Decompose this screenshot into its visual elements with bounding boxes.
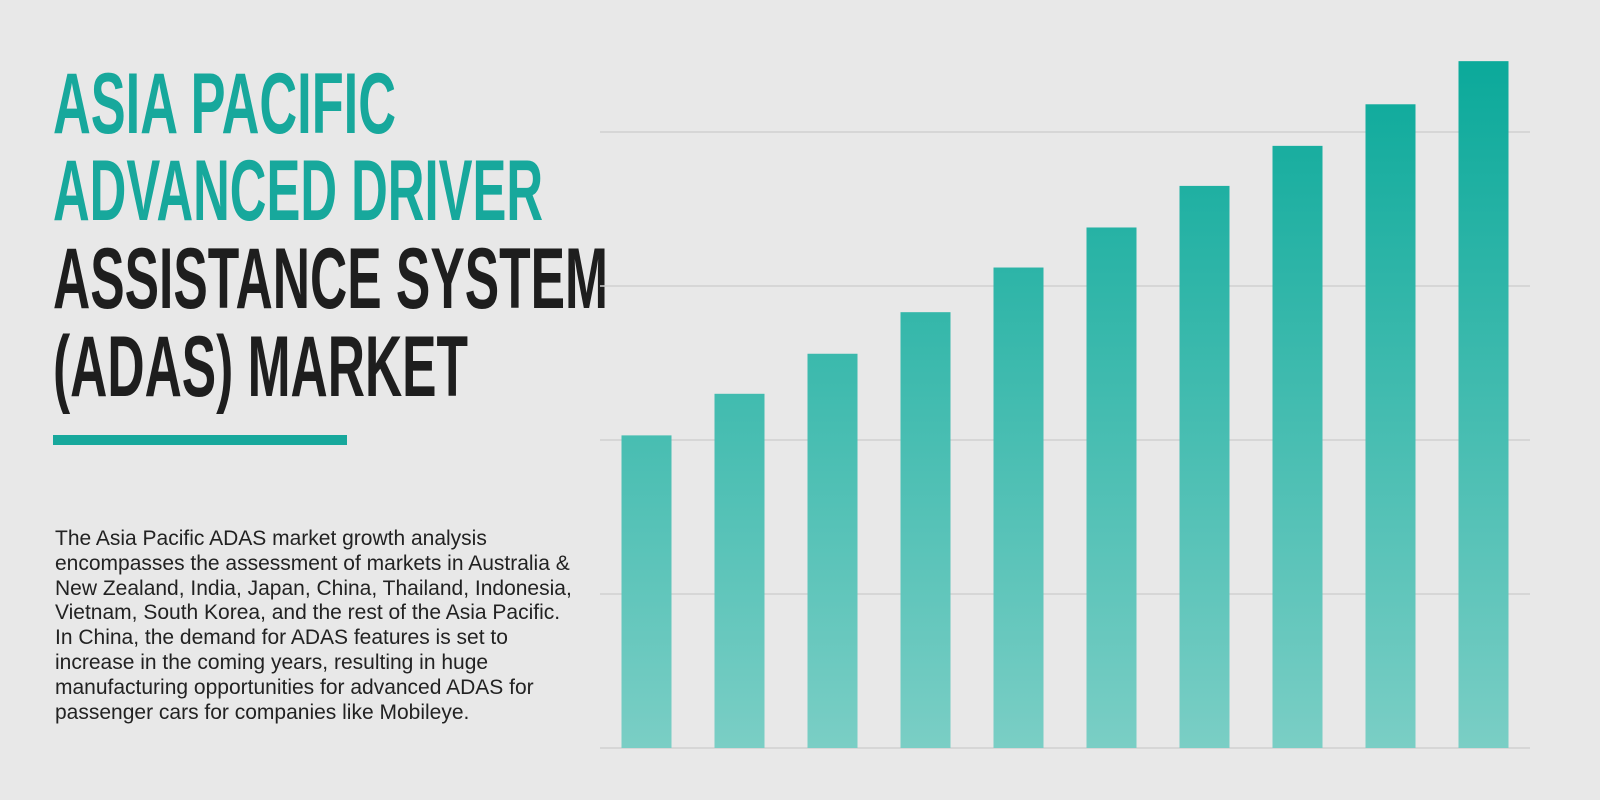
title-line: ASIA PACIFIC xyxy=(53,56,396,152)
bar xyxy=(1458,61,1509,749)
title-line: ASSISTANCE SYSTEM xyxy=(53,231,608,327)
title-line: ADVANCED DRIVER xyxy=(53,143,543,239)
bar xyxy=(1272,145,1323,749)
description: The Asia Pacific ADAS market growth anal… xyxy=(55,527,572,724)
bar xyxy=(993,267,1044,748)
bar xyxy=(1365,104,1416,748)
title-underline xyxy=(53,435,347,445)
bar xyxy=(900,312,951,748)
title-line: (ADAS) MARKET xyxy=(53,319,468,415)
bar xyxy=(807,353,858,748)
bar xyxy=(621,435,672,748)
bar xyxy=(1179,185,1230,748)
bar xyxy=(1086,227,1137,749)
bar xyxy=(714,393,765,748)
